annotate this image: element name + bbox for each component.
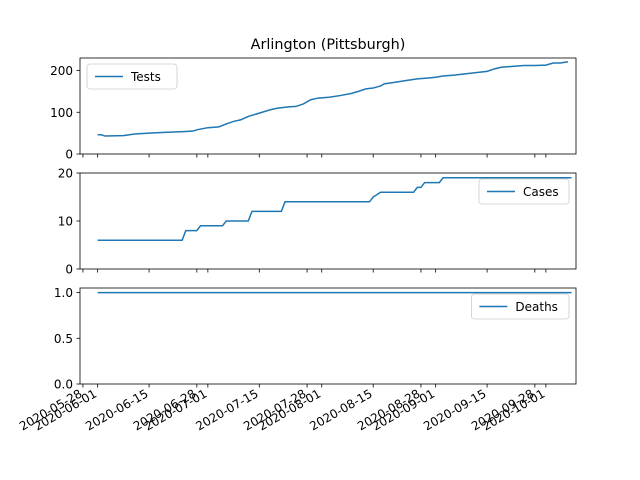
axes-frame: [79, 57, 577, 155]
y-tick-label: 200: [50, 64, 73, 78]
y-tick-label: 100: [50, 106, 73, 120]
legend-deaths: Deaths: [470, 293, 570, 320]
y-tick-label: 0.5: [54, 332, 73, 346]
chart-title: Arlington (Pittsburgh): [251, 37, 406, 53]
legend-label: Deaths: [515, 300, 558, 314]
legend-label: Cases: [523, 185, 559, 199]
series-line-tests: [97, 61, 569, 137]
x-axis-ticks: 2020-05-282020-06-012020-06-152020-06-28…: [17, 386, 547, 433]
legend-tests: Tests: [86, 63, 178, 90]
y-tick-label: 1.0: [54, 286, 73, 300]
y-tick-label: 10: [58, 215, 73, 229]
legend-label: Tests: [130, 70, 161, 84]
y-tick-label: 0: [65, 148, 73, 162]
axes-frame: [79, 172, 577, 270]
series-line-cases: [97, 177, 572, 241]
y-tick-label: 0: [65, 263, 73, 277]
legend-cases: Cases: [478, 178, 570, 205]
panel-1: 0 100 200 Tests: [50, 57, 577, 162]
legend-box: [470, 293, 570, 320]
legend-box: [478, 178, 570, 205]
y-tick-label: 0.0: [54, 378, 73, 392]
legend-box: [86, 63, 178, 90]
panel-2: 0 10 20 Cases: [58, 167, 577, 277]
y-tick-label: 20: [58, 167, 73, 181]
axes-frame: [79, 287, 577, 385]
panel-3: 0.0 0.5 1.0 Deaths: [54, 286, 577, 392]
